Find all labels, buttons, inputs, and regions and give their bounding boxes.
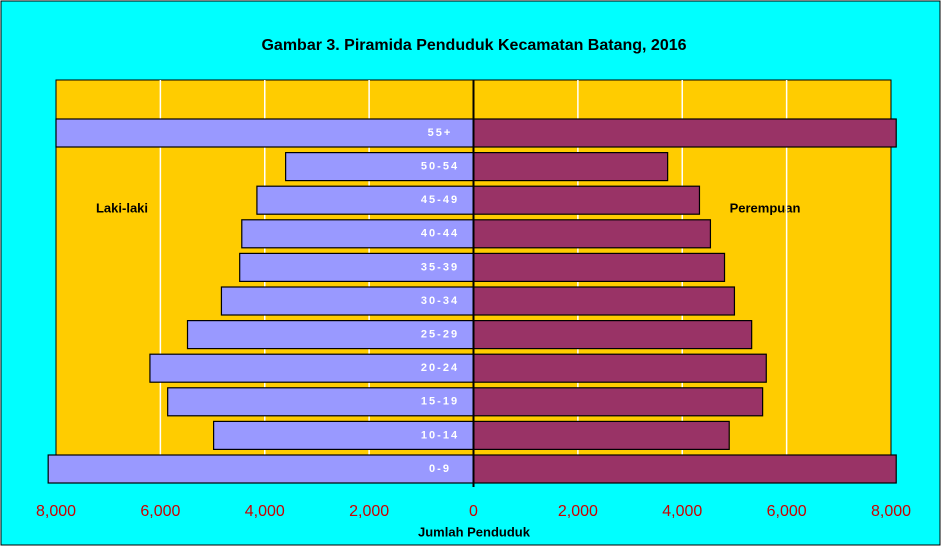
bar (47, 454, 475, 484)
x-tick-label: 8,000 (871, 503, 911, 520)
category-label: 20-24 (421, 362, 459, 374)
bar (472, 152, 669, 182)
bar (472, 353, 767, 383)
category-label: 25-29 (421, 329, 459, 341)
category-label: 15-19 (421, 396, 459, 408)
legend-label: Perempuan (730, 200, 801, 215)
category-label: 45-49 (421, 194, 459, 206)
bar (149, 353, 475, 383)
category-label: 10-14 (421, 429, 459, 441)
bar (472, 320, 753, 350)
category-label: 30-34 (421, 295, 459, 307)
bar (220, 286, 475, 316)
category-label: 40-44 (421, 228, 459, 240)
bar (472, 420, 730, 450)
legend-label: Laki-laki (96, 200, 148, 215)
category-label: 0-9 (429, 463, 451, 475)
bar (241, 219, 475, 249)
bar (239, 252, 475, 282)
x-axis-label: Jumlah Penduduk (418, 524, 531, 539)
category-label: 50-54 (421, 161, 459, 173)
x-tick-label: 4,000 (245, 503, 285, 520)
bar (472, 252, 726, 282)
x-tick-label: 4,000 (662, 503, 702, 520)
bar (472, 185, 701, 215)
bar (186, 320, 475, 350)
bar (213, 420, 475, 450)
bar (167, 387, 475, 417)
x-tick-label: 8,000 (36, 503, 76, 520)
x-tick-label: 0 (469, 503, 478, 520)
bar (55, 118, 475, 148)
bar (472, 454, 897, 484)
bar (472, 387, 764, 417)
category-label: 55+ (428, 127, 453, 139)
x-tick-label: 2,000 (558, 503, 598, 520)
x-tick-label: 2,000 (349, 503, 389, 520)
x-tick-label: 6,000 (140, 503, 180, 520)
bar (256, 185, 475, 215)
bar (472, 219, 712, 249)
chart-title: Gambar 3. Piramida Penduduk Kecamatan Ba… (261, 37, 686, 54)
x-tick-label: 6,000 (767, 503, 807, 520)
category-label: 35-39 (421, 261, 459, 273)
bar (472, 118, 897, 148)
bar (472, 286, 736, 316)
